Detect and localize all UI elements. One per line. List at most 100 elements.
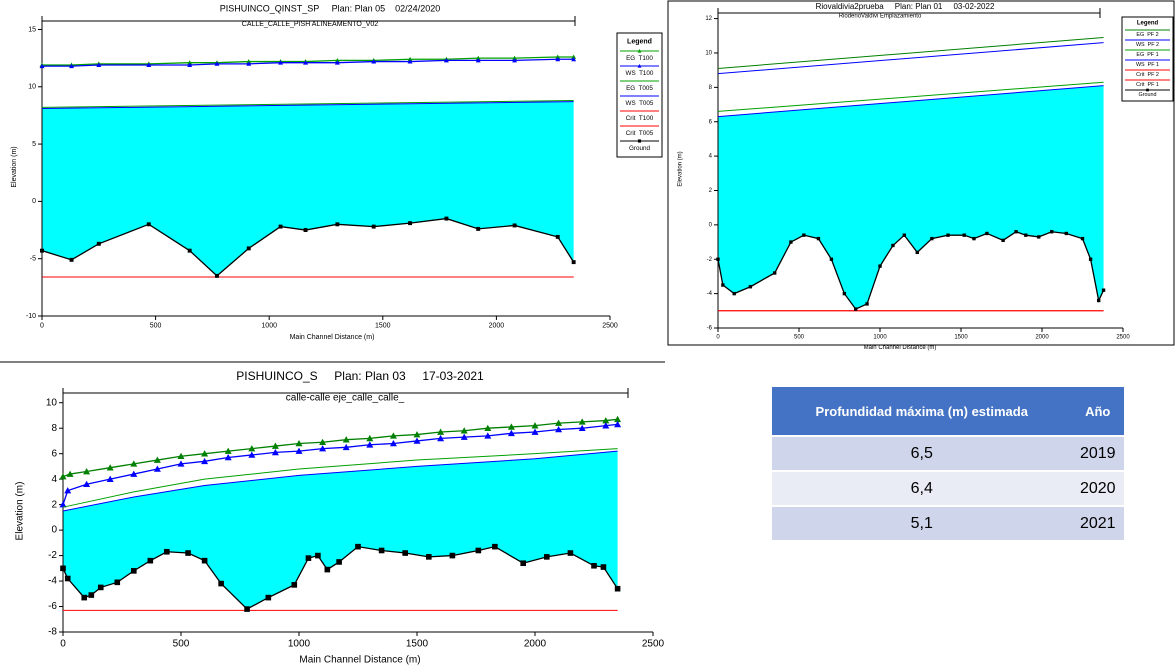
marker	[96, 241, 101, 246]
marker	[336, 559, 342, 565]
marker	[389, 432, 397, 439]
marker	[891, 243, 895, 248]
marker	[1097, 298, 1101, 303]
marker	[371, 59, 377, 64]
marker	[407, 59, 413, 64]
marker	[1024, 233, 1028, 237]
cell: 6,5	[772, 437, 1072, 470]
marker	[185, 550, 191, 556]
marker	[59, 473, 67, 480]
y-axis-label: Elevation (m)	[15, 482, 26, 541]
marker	[106, 475, 114, 482]
y-axis-label: Elevation (m)	[11, 146, 18, 187]
y-tick-label: -4	[707, 291, 713, 297]
marker	[512, 223, 517, 228]
marker	[244, 606, 250, 612]
marker	[865, 302, 869, 306]
marker	[1014, 230, 1018, 234]
x-tick-label: 0	[716, 334, 720, 340]
chart-title: Riovaldivia2prueba Plan: Plan 01 03-02-2…	[816, 2, 995, 11]
marker	[614, 415, 622, 423]
y-tick-label: 4	[709, 154, 713, 160]
x-tick-label: 500	[794, 334, 805, 340]
y-tick-label: 10	[705, 51, 712, 57]
marker	[637, 64, 642, 68]
header-cell: Año	[1071, 387, 1124, 435]
marker	[829, 257, 834, 261]
marker	[164, 548, 170, 555]
water-area	[718, 85, 1104, 310]
x-tick-label: 1500	[954, 334, 968, 340]
x-axis-label: Main Channel Distance (m)	[299, 655, 420, 666]
marker	[371, 224, 376, 229]
marker	[732, 291, 736, 296]
marker	[484, 424, 492, 432]
series-line	[62, 418, 618, 478]
table-row: 6,4 2020	[772, 472, 1124, 505]
x-tick-label: 1500	[375, 322, 391, 329]
marker	[106, 464, 114, 471]
marker	[555, 425, 563, 433]
marker	[460, 427, 468, 434]
marker	[1050, 230, 1054, 234]
marker	[437, 428, 445, 435]
marker	[83, 468, 91, 475]
x-tick-label: 2000	[489, 322, 505, 329]
y-tick-label: 12	[705, 16, 712, 22]
table-row: 6,5 2019	[772, 437, 1124, 470]
marker	[214, 61, 220, 66]
legend-label: Ground	[1139, 92, 1157, 98]
legend-label: Ground	[629, 145, 651, 152]
marker	[88, 592, 95, 598]
series-line	[62, 450, 618, 512]
y-tick-label: -6	[48, 601, 57, 612]
cell: 6,4	[772, 472, 1072, 505]
legend-label: WS T005	[626, 100, 654, 107]
marker	[476, 226, 481, 231]
legend-label: EG PF 1	[1136, 52, 1158, 58]
marker	[81, 594, 88, 601]
marker	[355, 543, 361, 550]
marker	[915, 250, 919, 255]
y-tick-label: 15	[28, 26, 36, 33]
x-tick-label: 2000	[1035, 334, 1049, 340]
marker	[271, 442, 279, 449]
marker	[789, 240, 793, 244]
x-tick-label: 500	[150, 322, 162, 329]
series-line	[717, 81, 1104, 112]
marker	[64, 487, 72, 494]
marker	[201, 457, 209, 465]
marker	[278, 224, 283, 229]
marker	[531, 428, 539, 435]
legend-label: WS PF 1	[1136, 62, 1159, 68]
legend-label: Crit PF 2	[1136, 72, 1159, 78]
y-tick-label: 0	[709, 222, 713, 228]
marker	[444, 216, 449, 221]
marker	[96, 62, 102, 67]
subtitle: CALLE_CALLE_PISH ALINEAMENTO_V02	[242, 21, 379, 28]
y-tick-label: -4	[48, 576, 57, 587]
cell: 2020	[1071, 472, 1124, 505]
marker	[187, 60, 193, 65]
marker	[147, 557, 154, 564]
legend-label: WS PF 2	[1136, 42, 1159, 48]
table-row: 5,1 2021	[772, 507, 1124, 540]
marker	[303, 60, 309, 65]
series-line	[41, 101, 574, 110]
marker	[507, 429, 515, 437]
marker	[555, 56, 561, 62]
x-tick-label: 0	[40, 322, 44, 329]
x-axis-label: Main Channel Distance (m)	[864, 345, 937, 351]
marker	[512, 55, 518, 61]
marker	[224, 454, 232, 461]
legend-label: Crit T005	[626, 130, 654, 137]
marker	[265, 594, 272, 601]
y-tick-label: 6	[709, 119, 713, 125]
marker	[475, 55, 481, 61]
legend-label: Crit PF 1	[1136, 82, 1159, 88]
y-tick-label: 8	[51, 423, 57, 434]
water-area	[63, 451, 618, 610]
marker	[602, 422, 610, 429]
panel-border	[667, 0, 1175, 346]
marker	[571, 56, 577, 62]
